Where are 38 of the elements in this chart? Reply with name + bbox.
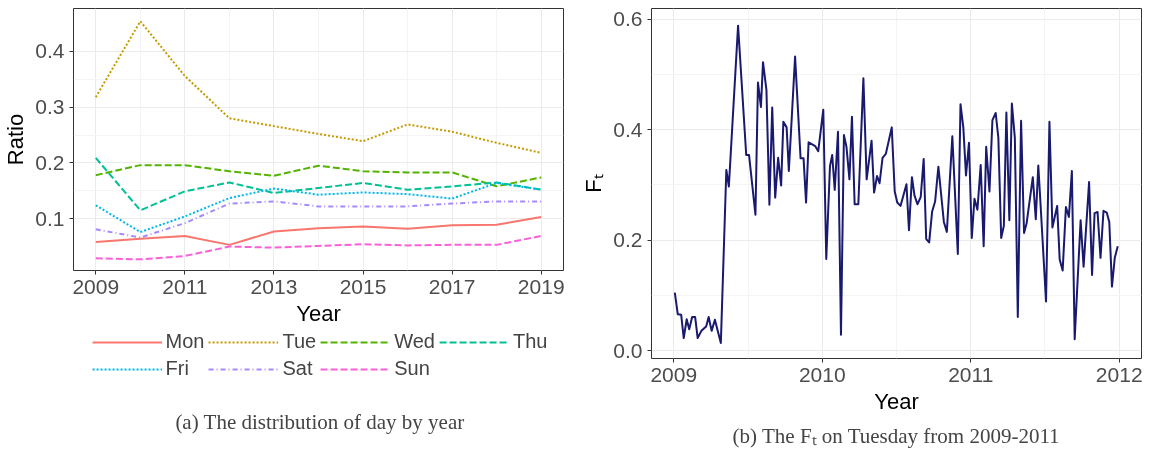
x-tick-label: 2010 bbox=[798, 362, 846, 386]
y-tick-label: 0.6 bbox=[613, 7, 643, 31]
line-series bbox=[94, 156, 543, 212]
y-tick-label: 0.3 bbox=[35, 95, 65, 119]
x-tick-label: 2017 bbox=[428, 274, 476, 298]
x-tick-label: 2011 bbox=[162, 274, 208, 298]
line-series bbox=[94, 200, 543, 239]
x-tick-label: 2009 bbox=[72, 274, 120, 298]
line-series bbox=[94, 234, 543, 261]
y-tick-label: 0.2 bbox=[613, 228, 643, 252]
y-tick-label: 0.1 bbox=[35, 206, 65, 230]
y-axis-title: Ratio bbox=[3, 113, 29, 166]
y-tick-label: 0.0 bbox=[613, 338, 643, 362]
line-series bbox=[94, 164, 543, 188]
x-axis-title: Year bbox=[296, 300, 341, 326]
text: (b) The Fₜ on Tuesday from 2009-2011 bbox=[732, 423, 1060, 448]
y-tick-label: 0.4 bbox=[613, 117, 643, 141]
line-series bbox=[94, 20, 543, 154]
legend-label: Sun bbox=[394, 357, 430, 380]
y-tick-label: 0.4 bbox=[35, 39, 65, 63]
x-tick-label: 2013 bbox=[250, 274, 298, 298]
x-axis-title: Year bbox=[874, 388, 919, 414]
legend-label: Fri bbox=[165, 357, 189, 380]
legend-label: Wed bbox=[394, 330, 435, 353]
y-tick-label: 0.2 bbox=[35, 150, 65, 174]
legend-label: Sat bbox=[282, 357, 313, 380]
legend-label: Mon bbox=[165, 330, 205, 353]
x-tick-label: 2009 bbox=[650, 362, 698, 386]
y-axis-title: Fₜ bbox=[581, 174, 607, 193]
legend-label: Tue bbox=[282, 330, 317, 353]
legend-label: Thu bbox=[512, 330, 548, 353]
text: (a) The distribution of day by year bbox=[175, 410, 465, 435]
x-tick-label: 2012 bbox=[1095, 362, 1143, 386]
line-series bbox=[673, 24, 1119, 345]
x-tick-label: 2019 bbox=[517, 274, 565, 298]
line-series bbox=[94, 215, 543, 246]
x-tick-label: 2015 bbox=[339, 274, 387, 298]
x-tick-label: 2011 bbox=[948, 362, 994, 386]
